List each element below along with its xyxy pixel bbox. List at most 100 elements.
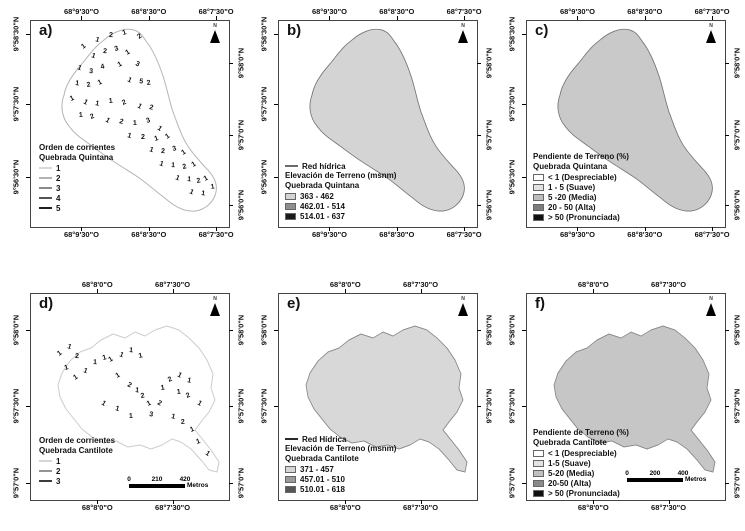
- axis-label-x: 68°7'30"O: [694, 7, 730, 16]
- axis-label-y: 9°57'0"N: [236, 120, 246, 151]
- axis-label-y: 9°57'30"N: [259, 87, 269, 122]
- axis-tick: [97, 500, 99, 504]
- axis-label-y: 9°57'30"N: [236, 388, 246, 424]
- axis-tick: [148, 227, 150, 231]
- scale-tick: 0: [625, 470, 629, 477]
- stream-order-label: 1: [154, 135, 160, 143]
- scale-tick: 0: [127, 476, 131, 483]
- stream-order-label: 1: [138, 352, 143, 360]
- legend-label: 5 -20 (Media): [548, 192, 597, 202]
- panel-letter: b): [287, 22, 302, 39]
- axis-tick: [644, 227, 646, 231]
- axis-tick: [712, 16, 714, 20]
- legend-label: Red Hídrica: [302, 434, 347, 444]
- north-arrow-icon: N: [706, 24, 716, 43]
- stream-order-label: 2: [118, 118, 124, 126]
- axis-label-x: 68°8'30"O: [379, 230, 415, 239]
- axis-label-y: 9°57'30"N: [484, 388, 494, 424]
- map-legend: Red Hídrica Elevación de Terreno (msnm) Qu…: [285, 434, 396, 494]
- axis-tick: [668, 500, 670, 504]
- axis-label-y: 9°56'30"N: [507, 159, 517, 194]
- stream-order-label: 1: [66, 343, 72, 351]
- axis-label-y: 9°56'30"N: [11, 159, 21, 194]
- axis-label-x: 68°7'30"O: [403, 503, 439, 512]
- north-arrow-icon: N: [458, 24, 468, 43]
- stream-order-label: 2: [89, 113, 95, 121]
- map-frame: e) N Red Hídrica Elevación de Terreno (ms…: [278, 293, 478, 501]
- stream-order-label: 1: [76, 64, 82, 72]
- legend-title: Elevación de Terreno (msnm): [285, 171, 397, 180]
- axis-label-x: 68°7'30"O: [651, 503, 687, 512]
- legend-swatch: [533, 183, 544, 191]
- axis-tick: [26, 176, 30, 178]
- scale-bar: 0 210 420 Metros: [127, 476, 221, 492]
- axis-label-y: 9°58'0"N: [732, 314, 742, 346]
- stream-order-label: 1: [176, 372, 183, 380]
- axis-label-y: 9°58'0"N: [732, 48, 742, 79]
- stream-order-label: 1: [156, 125, 163, 133]
- axis-tick: [274, 176, 278, 178]
- axis-label-y: 9°57'0"N: [732, 120, 742, 151]
- legend-item: 1-5 (Suave): [533, 458, 629, 468]
- legend-label: 1: [56, 456, 61, 466]
- stream-order-label: 3: [172, 145, 178, 153]
- stream-order-label: 1: [176, 389, 181, 396]
- stream-order-label: 1: [135, 387, 140, 394]
- stream-order-label: 2: [141, 134, 145, 141]
- axis-tick: [26, 482, 30, 484]
- legend-swatch: [285, 438, 298, 440]
- axis-label-y: 9°56'30"N: [259, 159, 269, 194]
- scale-bar-line: [129, 484, 185, 488]
- stream-order-label: 1: [64, 364, 70, 372]
- north-arrow-icon: N: [458, 297, 468, 316]
- axis-label-x: 68°8'0"O: [81, 503, 113, 512]
- stream-order-label: 1: [133, 120, 137, 127]
- axis-tick: [522, 104, 526, 106]
- axis-label-x: 68°7'30"O: [155, 503, 191, 512]
- stream-order-label: 1: [180, 149, 187, 157]
- stream-order-label: 2: [86, 81, 91, 89]
- panel-letter: c): [535, 22, 549, 39]
- stream-order-label: 2: [167, 376, 174, 384]
- legend-swatch: [39, 460, 52, 462]
- legend-label: 457.01 - 510: [300, 474, 345, 484]
- axis-tick: [229, 330, 233, 332]
- stream-order-label: 3: [134, 60, 141, 68]
- legend-swatch: [533, 469, 544, 477]
- axis-tick: [26, 104, 30, 106]
- legend-item: 2: [39, 173, 115, 183]
- axis-tick: [229, 135, 233, 137]
- axis-label-x: 68°8'0"O: [81, 280, 113, 289]
- axis-tick: [274, 34, 278, 36]
- stream-order-label: 1: [93, 359, 97, 366]
- axis-label-y: 9°57'30"N: [507, 388, 517, 424]
- stream-order-label: 1: [69, 95, 76, 103]
- legend-item: 457.01 - 510: [285, 474, 396, 484]
- legend-title: Quebrada Cantilote: [39, 446, 113, 455]
- legend-label: 20-50 (Alta): [548, 478, 592, 488]
- legend-title: Pendiente de Terreno (%): [533, 152, 629, 161]
- axis-tick: [725, 135, 729, 137]
- legend-label: 2: [56, 466, 61, 476]
- axis-tick: [725, 482, 729, 484]
- legend-item: < 1 (Despreciable): [533, 448, 629, 458]
- stream-order-label: 1: [136, 103, 143, 111]
- legend-title: Orden de corrientes: [39, 436, 116, 445]
- panel-letter: e): [287, 295, 301, 312]
- axis-label-x: 68°9'30"O: [63, 230, 99, 239]
- legend-item: 2: [39, 466, 115, 476]
- stream-order-label: 1: [126, 132, 132, 140]
- legend-label: 1-5 (Suave): [548, 458, 591, 468]
- scale-tick: 420: [179, 476, 191, 483]
- axis-label-y: 9°56'0"N: [732, 190, 742, 221]
- axis-tick: [477, 205, 481, 207]
- stream-order-label: 2: [75, 353, 79, 360]
- panel-c: c) N Pendiente de Terreno (%) Quebrada Qu…: [496, 0, 745, 265]
- north-arrow-icon: N: [706, 297, 716, 316]
- legend-swatch: [533, 459, 544, 467]
- stream-order-label: 2: [121, 99, 127, 107]
- axis-tick: [172, 289, 174, 293]
